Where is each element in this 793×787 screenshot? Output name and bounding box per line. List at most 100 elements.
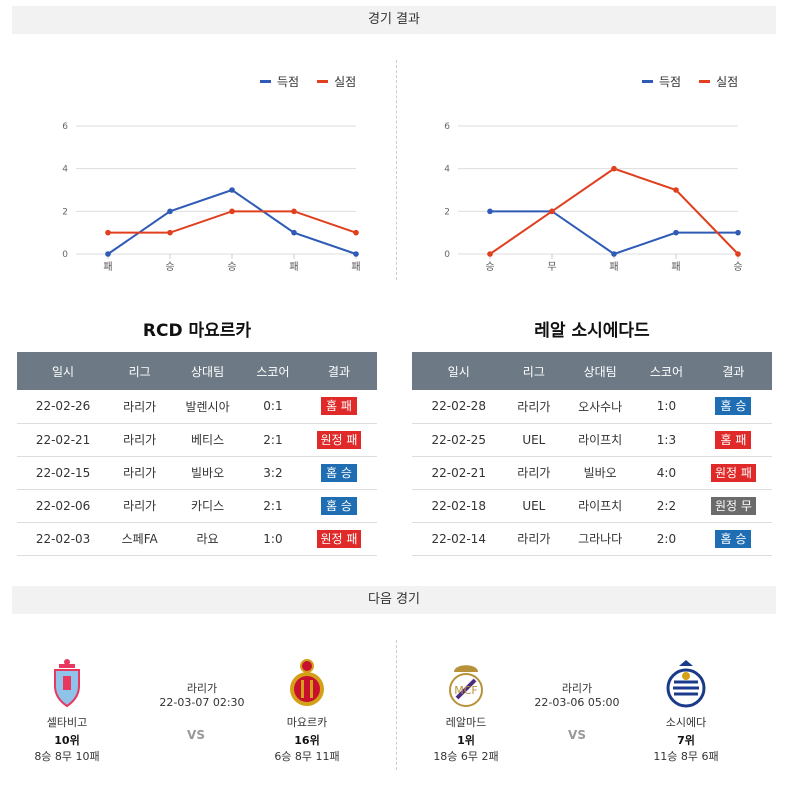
conceded-swatch [699,80,711,83]
score-cell: 2:1 [244,423,301,457]
conceded-point [353,229,359,236]
away-team-name: 소시에다 [665,716,707,729]
opponent-cell: 라이프치 [562,489,639,523]
next-match-1: 셀타비고 10위 8승 8무 10패 라리가 22-03-07 02:30 VS… [12,640,392,770]
result-badge: 홈 승 [320,463,357,482]
home-team-rank: 1위 [457,734,475,747]
date-cell: 22-02-06 [17,489,110,523]
x-tick-label: 승 [165,261,174,273]
col-opponent: 상대팀 [170,352,245,390]
away-team-record: 6승 8무 11패 [274,750,340,763]
away-team-rank: 7위 [677,734,695,747]
result-badge: 홈 승 [715,529,752,548]
opponent-cell: 빌바오 [170,456,245,490]
y-tick-label: 0 [444,250,450,260]
scored-point [291,229,297,236]
opponent-cell: 라요 [170,522,245,556]
opponent-cell: 발렌시아 [170,390,245,424]
table-row: 22-02-06 라리가 카디스 2:1 홈 승 [17,489,377,523]
score-cell: 1:0 [244,522,301,556]
col-score: 스코어 [638,352,695,390]
next-section-title: 다음 경기 [12,586,776,614]
match-league: 라리가 [561,682,593,695]
date-cell: 22-02-14 [412,522,506,556]
conceded-swatch [317,80,329,83]
legend-scored-label: 득점 [277,75,300,89]
right-chart-plot: 0 2 4 6 승 무 패 패 승 [444,122,742,273]
result-badge: 홈 패 [320,397,357,416]
date-cell: 22-02-21 [412,456,506,490]
legend-scored: 득점 [260,73,299,90]
svg-text:MCF: MCF [454,684,478,697]
table-row: 22-02-25 UEL 라이프치 1:3 홈 패 [412,423,772,457]
table-row: 22-02-21 라리가 빌바오 4:0 원정 패 [412,456,772,490]
home-team-rank: 10위 [54,734,80,747]
vs-label: VS [568,728,586,742]
result-badge: 원정 패 [316,529,362,548]
conceded-point [673,187,679,193]
results-section-title: 경기 결과 [12,6,776,34]
x-tick-label: 승 [485,261,494,273]
match-league: 라리가 [186,682,218,695]
date-cell: 22-02-21 [17,423,110,457]
league-cell: UEL [505,423,563,457]
league-cell: 라리가 [109,390,171,424]
result-badge: 홈 패 [715,430,752,449]
vs-label: VS [187,728,205,742]
x-tick-label: 승 [227,261,236,273]
home-team-name: 레알마드 [445,716,487,729]
match-datetime: 22-03-06 05:00 [534,696,620,709]
date-cell: 22-02-18 [412,489,506,523]
conceded-point [229,208,235,215]
opponent-cell: 빌바오 [562,456,639,490]
legend-scored: 득점 [642,73,681,90]
scored-point [735,229,741,236]
scored-line [107,188,357,255]
x-tick-label: 패 [351,261,360,273]
opponent-cell: 오사수나 [562,390,639,424]
col-date: 일시 [17,352,110,390]
opponent-cell: 라이프치 [562,423,639,457]
y-tick-label: 0 [62,250,68,260]
col-league: 리그 [505,352,563,390]
league-cell: 라리가 [505,456,563,490]
away-team-record: 11승 8무 6패 [653,750,719,763]
score-cell: 2:2 [638,489,695,523]
y-tick-label: 2 [444,207,450,217]
away-team-rank: 16위 [294,734,320,747]
left-chart-plot: 0 2 4 6 패 승 승 패 패 [62,122,360,273]
league-cell: 라리가 [109,456,171,490]
home-team: MCF 레알마드 1위 18승 6무 2패 [411,658,521,764]
table-row: 22-02-18 UEL 라이프치 2:2 원정 무 [412,489,772,523]
x-tick-label: 패 [103,261,112,273]
x-tick-label: 패 [289,261,298,273]
col-league: 리그 [109,352,171,390]
mallorca-logo-icon [290,659,324,706]
legend-conceded-label: 실점 [334,75,357,89]
league-cell: 라리가 [109,423,171,457]
result-badge: 원정 패 [316,430,362,449]
conceded-point [291,208,297,215]
real-madrid-logo-icon: MCF [449,665,483,707]
legend-conceded: 실점 [317,73,356,90]
y-tick-label: 6 [444,122,450,132]
date-cell: 22-02-25 [412,423,506,457]
legend-conceded-label: 실점 [716,75,739,89]
y-tick-label: 4 [444,165,450,175]
table-header-row: 일시 리그 상대팀 스코어 결과 [17,352,377,390]
table-row: 22-02-26 라리가 발렌시아 0:1 홈 패 [17,390,377,424]
scored-swatch [642,80,653,83]
result-cell: 원정 패 [300,522,377,556]
result-badge: 홈 승 [320,496,357,515]
next-match-2: MCF 레알마드 1위 18승 6무 2패 라리가 22-03-06 05:00… [396,640,776,770]
x-tick-label: 승 [733,261,742,273]
score-cell: 3:2 [244,456,301,490]
home-team-name: 셀타비고 [46,716,88,729]
table-row: 22-02-28 라리가 오사수나 1:0 홈 승 [412,390,772,424]
left-team-title: RCD 마요르카 [142,321,252,341]
scored-point [353,251,359,257]
score-cell: 1:3 [638,423,695,457]
conceded-point [487,251,493,257]
away-team: 소시에다 7위 11승 8무 6패 [631,658,741,764]
col-result: 결과 [300,352,377,390]
